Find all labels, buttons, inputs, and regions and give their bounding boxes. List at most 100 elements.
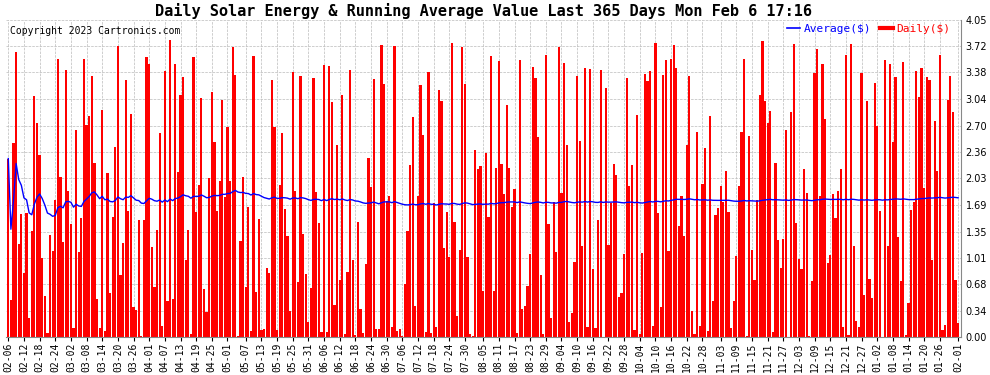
Bar <box>378 330 380 337</box>
Bar <box>101 110 103 337</box>
Bar <box>235 75 237 337</box>
Bar <box>830 255 832 337</box>
Bar <box>827 262 829 337</box>
Bar <box>396 331 398 337</box>
Bar <box>756 200 758 337</box>
Bar <box>704 148 706 337</box>
Bar <box>916 71 918 337</box>
Bar <box>305 274 307 337</box>
Bar <box>436 327 438 337</box>
Bar <box>722 202 725 337</box>
Bar <box>921 68 923 337</box>
Bar <box>458 249 460 337</box>
Bar <box>125 80 127 337</box>
Bar <box>500 164 503 337</box>
Bar <box>469 334 471 337</box>
Bar <box>844 55 847 337</box>
Bar <box>563 63 565 337</box>
Bar <box>913 202 915 337</box>
Bar <box>273 127 275 337</box>
Bar <box>7 159 9 337</box>
Bar <box>540 275 542 337</box>
Bar <box>670 59 672 337</box>
Bar <box>158 133 160 337</box>
Bar <box>336 145 339 337</box>
Bar <box>409 165 411 337</box>
Bar <box>34 96 36 337</box>
Bar <box>13 144 15 337</box>
Bar <box>91 76 93 337</box>
Bar <box>161 326 163 337</box>
Bar <box>346 273 348 337</box>
Bar <box>62 242 64 337</box>
Bar <box>203 289 205 337</box>
Bar <box>349 70 351 337</box>
Bar <box>712 301 714 337</box>
Bar <box>790 112 792 337</box>
Bar <box>130 114 132 337</box>
Bar <box>216 211 218 337</box>
Bar <box>741 132 742 337</box>
Legend: Average($), Daily($): Average($), Daily($) <box>782 19 955 38</box>
Bar <box>120 274 122 337</box>
Bar <box>450 43 453 337</box>
Bar <box>937 171 939 337</box>
Bar <box>795 223 798 337</box>
Bar <box>174 64 176 337</box>
Bar <box>657 213 659 337</box>
Bar <box>54 200 56 337</box>
Bar <box>198 185 200 337</box>
Bar <box>28 318 31 337</box>
Bar <box>42 258 44 337</box>
Bar <box>362 333 364 337</box>
Bar <box>354 335 356 337</box>
Bar <box>675 68 677 337</box>
Bar <box>36 123 38 337</box>
Bar <box>441 100 443 337</box>
Bar <box>573 262 575 337</box>
Bar <box>618 297 620 337</box>
Bar <box>20 214 23 337</box>
Bar <box>466 257 468 337</box>
Bar <box>240 241 242 337</box>
Bar <box>10 300 12 337</box>
Bar <box>229 182 232 337</box>
Bar <box>892 141 894 337</box>
Bar <box>934 121 936 337</box>
Bar <box>412 117 414 337</box>
Bar <box>456 316 458 337</box>
Bar <box>808 336 811 337</box>
Bar <box>388 196 390 337</box>
Bar <box>571 313 573 337</box>
Bar <box>391 327 393 337</box>
Bar <box>77 252 80 337</box>
Bar <box>876 126 878 337</box>
Bar <box>667 252 669 337</box>
Bar <box>550 318 552 337</box>
Bar <box>286 236 289 337</box>
Bar <box>292 72 294 337</box>
Bar <box>649 71 651 337</box>
Bar <box>503 194 505 337</box>
Bar <box>294 191 296 337</box>
Bar <box>642 253 644 337</box>
Bar <box>485 153 487 337</box>
Bar <box>163 71 166 337</box>
Bar <box>56 60 59 337</box>
Bar <box>761 41 763 337</box>
Bar <box>433 203 435 337</box>
Bar <box>837 190 840 337</box>
Bar <box>597 220 599 337</box>
Bar <box>543 334 545 337</box>
Bar <box>344 334 346 337</box>
Bar <box>331 102 333 337</box>
Bar <box>153 286 155 337</box>
Bar <box>586 327 589 337</box>
Bar <box>623 254 626 337</box>
Bar <box>356 222 359 337</box>
Bar <box>49 235 51 337</box>
Bar <box>552 202 554 337</box>
Bar <box>860 73 862 337</box>
Bar <box>683 236 685 337</box>
Bar <box>803 169 805 337</box>
